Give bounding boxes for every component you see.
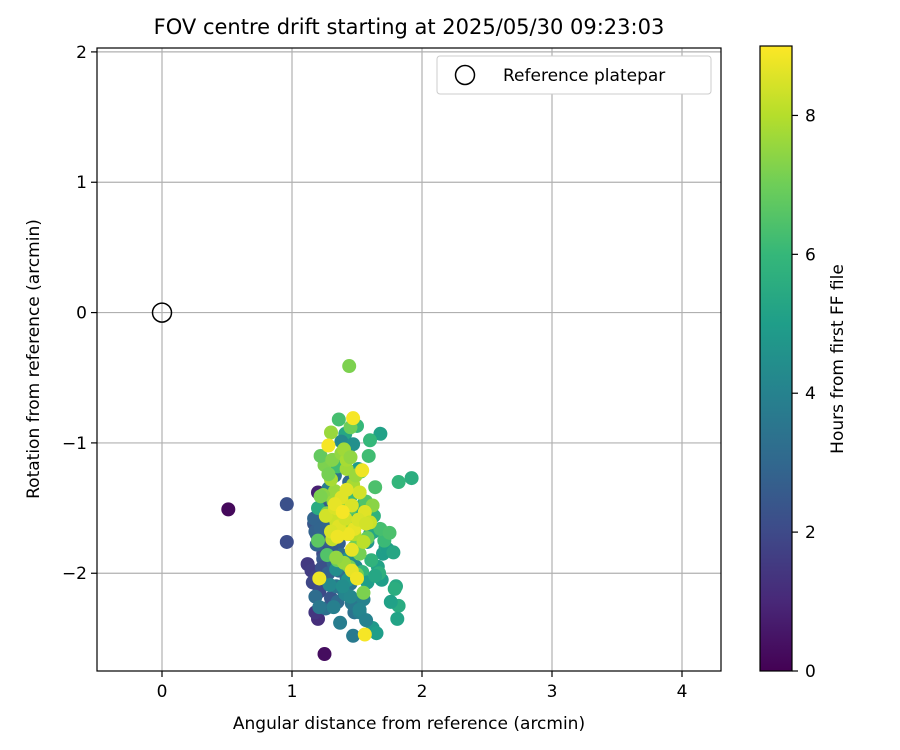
y-axis: −2 −1 0 1 2 — [62, 43, 97, 584]
scatter-point — [386, 545, 401, 560]
y-tick-label: −2 — [62, 564, 87, 584]
scatter-point — [324, 425, 338, 440]
scatter-point — [321, 438, 336, 453]
scatter-point — [364, 553, 379, 568]
x-tick-label: 4 — [677, 682, 688, 702]
scatter-point — [383, 594, 398, 609]
scatter-point — [311, 533, 325, 548]
legend: Reference platepar — [436, 55, 712, 95]
scatter-point — [356, 585, 371, 600]
scatter-point — [339, 482, 354, 497]
scatter-point — [329, 550, 344, 565]
y-tick-label: 1 — [76, 173, 87, 193]
scatter-point — [313, 448, 328, 463]
scatter-point — [352, 602, 367, 617]
scatter-point — [344, 542, 359, 557]
scatter-point — [335, 579, 350, 594]
x-axis: 0 1 2 3 4 — [157, 671, 688, 702]
scatter-point — [317, 647, 332, 662]
scatter-point — [221, 502, 236, 517]
x-tick-label: 3 — [547, 682, 558, 702]
scatter-point — [356, 534, 371, 549]
reference-platepar-marker — [151, 302, 173, 323]
scatter-point — [343, 589, 358, 604]
scatter-point — [404, 471, 419, 486]
scatter-point — [355, 463, 370, 478]
grid — [97, 48, 721, 671]
x-tick-label: 0 — [157, 682, 168, 702]
legend-entry-reference-platepar: Reference platepar — [503, 66, 665, 86]
scatter-point — [346, 411, 361, 426]
scatter-point — [279, 534, 294, 549]
scatter-point — [361, 448, 376, 463]
scatter-point — [279, 497, 294, 512]
x-tick-label: 2 — [417, 682, 428, 702]
scatter-point — [369, 626, 384, 641]
x-axis-label: Angular distance from reference (arcmin) — [233, 714, 585, 734]
scatter-point — [382, 525, 397, 540]
scatter-point — [321, 467, 336, 482]
colorbar: 0 2 4 6 8 Hours from first FF file — [759, 45, 848, 682]
y-tick-label: 2 — [76, 43, 87, 63]
scatter-point — [373, 426, 388, 441]
scatter-point — [363, 433, 377, 448]
colorbar-label: Hours from first FF file — [828, 264, 848, 454]
colorbar-tick-label: 0 — [805, 662, 816, 682]
scatter-point — [342, 359, 357, 374]
scatter-point — [359, 516, 374, 531]
scatter-point — [350, 571, 364, 586]
reference-marker-layer — [151, 302, 173, 323]
scatter-point — [343, 450, 358, 465]
scatter-point — [368, 568, 383, 583]
scatter-point — [387, 581, 402, 596]
scatter-point — [330, 529, 345, 544]
scatter-point — [313, 489, 328, 504]
legend-box — [436, 55, 712, 95]
scatter-point — [391, 475, 406, 490]
scatter-point — [390, 611, 405, 626]
scatter-point — [322, 577, 337, 592]
y-axis-label: Rotation from reference (arcmin) — [24, 219, 44, 499]
colorbar-tick-label: 4 — [805, 384, 816, 404]
scatter-point — [352, 485, 367, 500]
scatter-point — [368, 480, 383, 495]
scatter-point — [312, 571, 327, 586]
scatter-point — [359, 613, 374, 628]
scatter-point — [346, 628, 361, 643]
y-tick-label: 0 — [76, 304, 87, 324]
colorbar-gradient — [759, 45, 793, 672]
scatter-point — [318, 508, 333, 523]
scatter-point — [331, 412, 346, 427]
plot-background — [97, 48, 721, 671]
scatter-point — [326, 600, 341, 615]
scatter-point — [357, 627, 372, 642]
colorbar-ticks: 0 2 4 6 8 — [792, 106, 816, 682]
chart-title: FOV centre drift starting at 2025/05/30 … — [154, 15, 665, 39]
scatter-points — [221, 359, 419, 662]
scatter-point — [312, 600, 327, 615]
y-tick-label: −1 — [62, 434, 87, 454]
legend-open-circle-marker — [454, 64, 476, 86]
colorbar-tick-label: 8 — [805, 106, 816, 126]
colorbar-tick-label: 2 — [805, 523, 816, 543]
plot-frame — [96, 47, 722, 672]
scatter-point — [335, 504, 350, 519]
scatter-point — [333, 615, 348, 630]
x-tick-label: 1 — [287, 682, 298, 702]
colorbar-tick-label: 6 — [805, 245, 816, 265]
